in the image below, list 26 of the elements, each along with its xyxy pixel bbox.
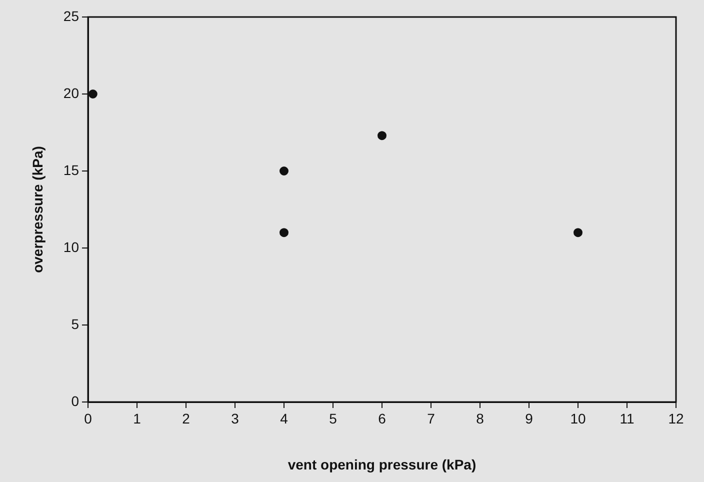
x-tick-label: 8 <box>476 410 484 426</box>
y-tick-label: 20 <box>63 84 80 101</box>
x-tick-label: 5 <box>329 410 338 426</box>
x-axis-title: vent opening pressure (kPa) <box>288 456 476 472</box>
point <box>280 166 288 176</box>
x-tick-label: 4 <box>280 410 288 426</box>
x-tick-label: 11 <box>620 410 634 426</box>
y-axis-title: overpressure (kPa) <box>29 146 46 273</box>
x-tick-label: 12 <box>668 410 684 426</box>
point <box>280 228 288 238</box>
x-tick-label: 10 <box>570 410 586 426</box>
x-tick-label: 0 <box>84 410 92 426</box>
x-tick-label: 7 <box>427 410 436 426</box>
y-tick-label: 5 <box>71 316 80 332</box>
y-tick-label: 25 <box>63 8 80 24</box>
y-tick-label: 10 <box>63 238 80 255</box>
y-tick-label: 15 <box>63 162 80 178</box>
x-tick-label: 1 <box>133 410 142 426</box>
y-tick-label: 0 <box>71 392 80 409</box>
x-tick-label: 2 <box>182 410 190 426</box>
x-tick-label: 9 <box>525 410 534 426</box>
point <box>88 90 98 98</box>
x-tick-label: 3 <box>231 410 240 426</box>
point <box>378 131 386 140</box>
x-tick-label: 6 <box>378 410 386 426</box>
point <box>574 228 582 238</box>
